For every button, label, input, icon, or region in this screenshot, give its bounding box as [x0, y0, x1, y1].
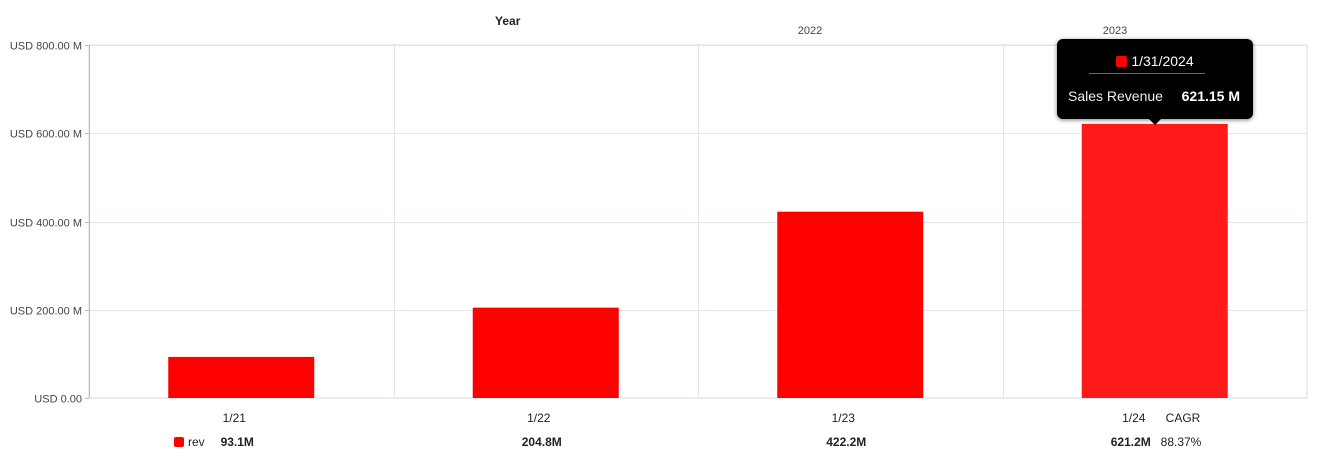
- tooltip-header: 1/31/2024: [1057, 53, 1253, 69]
- x-group-title: Year: [495, 14, 521, 28]
- year-label-2022: 2022: [798, 25, 822, 37]
- year-label-2023: 2023: [1103, 25, 1127, 37]
- y-tick-label: USD 0.00: [34, 394, 82, 406]
- y-tick-label: USD 400.00 M: [10, 218, 82, 230]
- bar-1-24[interactable]: [1081, 123, 1228, 398]
- tooltip-divider: [1089, 73, 1205, 74]
- legend-swatch: [174, 437, 184, 447]
- tooltip-value: 621.15 M: [1181, 88, 1240, 104]
- footer-values: rev CAGR 88.37% 93.1M 204.8M 422.2M 621.2M: [174, 411, 1202, 449]
- bar-1-23[interactable]: [777, 211, 924, 398]
- x-tick-label: 1/21: [223, 411, 247, 425]
- legend-label: rev: [188, 435, 205, 449]
- footer-value: 204.8M: [522, 435, 562, 449]
- tooltip-swatch: [1116, 56, 1128, 67]
- x-tick-label: 1/22: [527, 411, 551, 425]
- footer-value: 621.2M: [1111, 435, 1151, 449]
- bars: [168, 123, 1228, 398]
- y-tick-label: USD 200.00 M: [10, 306, 82, 318]
- x-axis-labels: 1/21 1/22 1/23 1/24: [223, 411, 1146, 425]
- bar-1-22[interactable]: [472, 307, 619, 398]
- x-tick-label: 1/23: [832, 411, 856, 425]
- y-tick-label: USD 600.00 M: [10, 129, 82, 141]
- tooltip-arrow: [1149, 119, 1161, 125]
- footer-value: 93.1M: [221, 435, 254, 449]
- x-tick-label: 1/24: [1122, 411, 1146, 425]
- y-tick-label: USD 800.00 M: [10, 41, 82, 53]
- cagr-label: CAGR: [1166, 411, 1201, 425]
- tooltip-label: Sales Revenue: [1068, 88, 1163, 104]
- y-axis: USD 0.00 USD 200.00 M USD 400.00 M USD 600.…: [10, 41, 90, 406]
- bar-1-21[interactable]: [168, 356, 315, 398]
- cagr-value: 88.37%: [1161, 435, 1202, 449]
- tooltip-date: 1/31/2024: [1131, 53, 1194, 69]
- bar-tooltip: 1/31/2024 Sales Revenue 621.15 M: [1057, 39, 1253, 125]
- footer-value: 422.2M: [826, 435, 866, 449]
